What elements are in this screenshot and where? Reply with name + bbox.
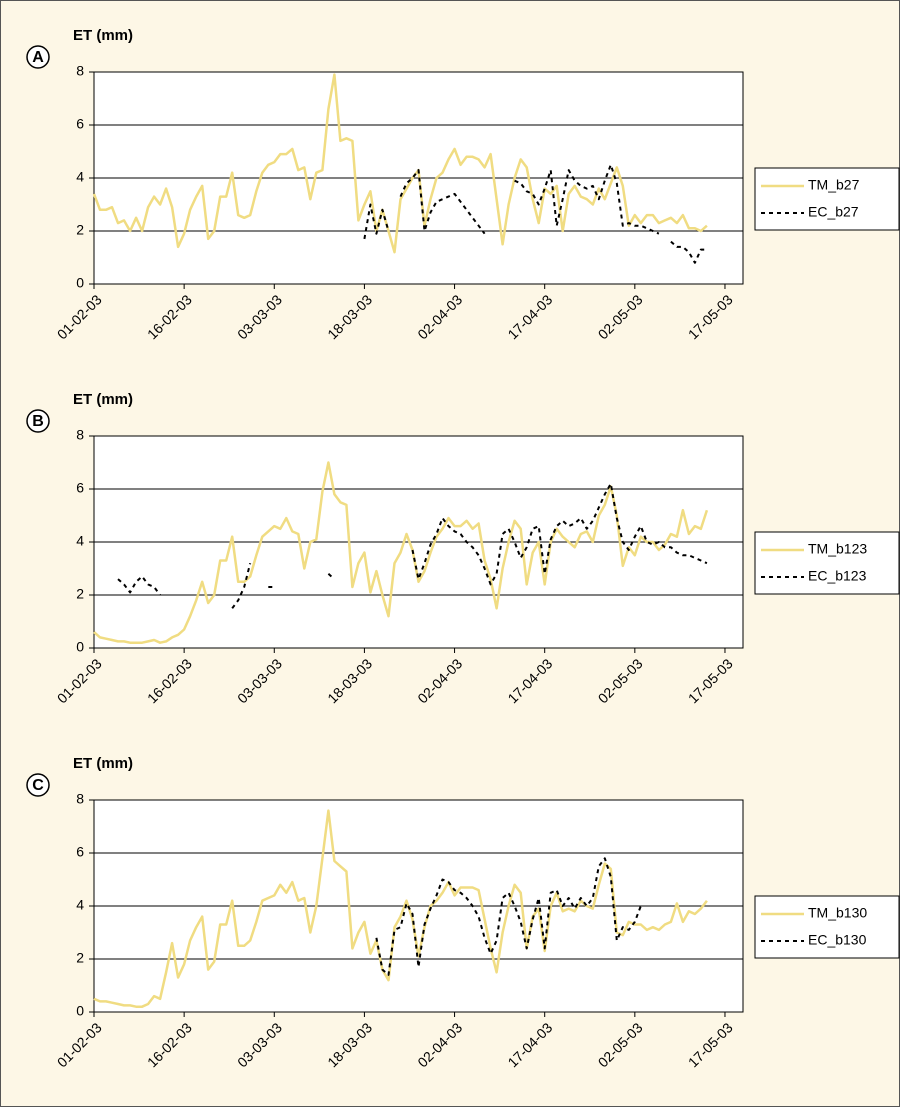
- y-tick-label: 2: [76, 950, 84, 966]
- legend-label: TM_b27: [808, 177, 860, 193]
- legend-label: TM_b123: [808, 541, 867, 557]
- axis-title: ET (mm): [73, 391, 133, 408]
- panel-badge: [26, 45, 50, 69]
- legend-box: [754, 167, 900, 231]
- panel-letter: B: [32, 413, 44, 430]
- series-line: [92, 73, 708, 254]
- legend-box: [754, 531, 900, 595]
- series-line: [93, 461, 709, 644]
- y-tick-label: 6: [76, 480, 84, 496]
- series-line: [117, 575, 161, 596]
- y-tick-label: 0: [76, 275, 84, 291]
- series-line: [670, 240, 707, 264]
- series-line: [411, 482, 708, 586]
- series-line: [399, 169, 486, 235]
- series-line: [93, 809, 708, 1008]
- legend-label: TM_b130: [808, 905, 867, 921]
- y-tick-label: 2: [76, 586, 84, 602]
- legend-label: EC_b130: [808, 932, 867, 948]
- panel-badge: [26, 409, 50, 433]
- y-tick-label: 4: [76, 169, 84, 185]
- y-tick-label: 6: [76, 844, 84, 860]
- y-tick-label: 4: [76, 533, 84, 549]
- panel-badge: [26, 773, 50, 797]
- y-tick-label: 8: [76, 427, 84, 443]
- y-tick-label: 8: [76, 63, 84, 79]
- y-tick-label: 6: [76, 116, 84, 132]
- plot-frame: [93, 799, 744, 1013]
- panel-letter: A: [32, 49, 44, 66]
- y-tick-label: 0: [76, 1003, 84, 1019]
- y-tick-label: 0: [76, 639, 84, 655]
- panel-letter: C: [32, 777, 44, 794]
- legend-label: EC_b27: [808, 204, 859, 220]
- legend-box: [754, 895, 900, 959]
- series-line: [514, 163, 660, 235]
- axis-title: ET (mm): [73, 755, 133, 772]
- series-line: [327, 573, 336, 580]
- series-line: [231, 562, 252, 609]
- legend-label: EC_b123: [808, 568, 867, 584]
- plot-frame: [93, 435, 744, 649]
- y-tick-label: 8: [76, 791, 84, 807]
- axis-title: ET (mm): [73, 27, 133, 44]
- y-tick-label: 2: [76, 222, 84, 238]
- y-tick-label: 4: [76, 897, 84, 913]
- series-line: [363, 203, 390, 240]
- plot-frame: [93, 71, 744, 285]
